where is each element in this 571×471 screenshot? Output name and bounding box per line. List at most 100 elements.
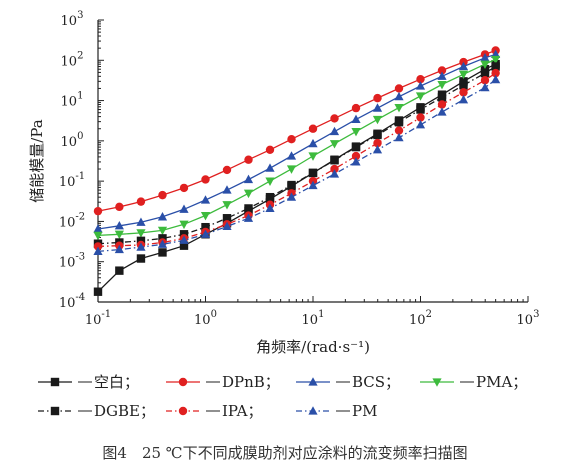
data-point xyxy=(480,53,490,62)
data-point xyxy=(437,107,447,116)
y-tick-label: 102 xyxy=(61,50,84,69)
data-point xyxy=(458,94,469,104)
series-7 xyxy=(93,74,501,256)
data-point xyxy=(93,287,103,296)
data-point xyxy=(372,103,383,112)
data-point xyxy=(394,132,404,142)
data-point xyxy=(373,138,382,148)
data-point xyxy=(373,93,382,103)
data-point xyxy=(372,144,383,154)
data-point xyxy=(114,244,124,254)
data-point xyxy=(200,195,211,204)
y-tick-label: 10-3 xyxy=(59,252,85,271)
data-point xyxy=(437,100,447,109)
legend-item: PM xyxy=(296,402,377,420)
legend-marker xyxy=(178,377,188,387)
data-point xyxy=(415,120,426,129)
data-point xyxy=(179,183,189,193)
data-point xyxy=(222,165,232,175)
data-point xyxy=(286,192,297,201)
data-point xyxy=(416,113,425,122)
data-point xyxy=(351,103,361,113)
x-tick-label: 100 xyxy=(194,309,217,328)
data-point xyxy=(114,220,124,230)
data-point xyxy=(265,203,275,213)
legend-label: DPnB； xyxy=(222,373,280,391)
data-point xyxy=(286,165,297,174)
data-point xyxy=(157,239,168,248)
data-point xyxy=(351,142,361,152)
data-point xyxy=(93,231,103,241)
data-point xyxy=(93,242,103,251)
data-point xyxy=(93,206,103,216)
legend-marker xyxy=(308,406,318,415)
data-point xyxy=(158,248,167,257)
legend-label: IPA； xyxy=(222,402,262,420)
data-point xyxy=(243,174,254,184)
data-point xyxy=(372,115,383,125)
series-3 xyxy=(93,49,501,233)
series-line xyxy=(97,49,496,212)
x-tick-label: 10-1 xyxy=(85,309,111,328)
data-point xyxy=(308,138,318,148)
legend-marker xyxy=(178,406,188,416)
data-point xyxy=(308,180,318,190)
y-tick-label: 103 xyxy=(61,10,84,29)
series-line xyxy=(97,65,496,245)
data-point xyxy=(200,211,211,221)
data-point xyxy=(416,74,425,84)
series-4 xyxy=(93,55,501,241)
data-point xyxy=(114,230,124,240)
data-point xyxy=(93,246,103,256)
data-point xyxy=(415,81,426,90)
data-point xyxy=(491,55,501,65)
legend-marker xyxy=(308,377,318,386)
y-tick-label: 100 xyxy=(61,131,84,150)
data-point xyxy=(330,164,339,174)
data-point xyxy=(222,214,232,223)
data-point xyxy=(480,68,490,78)
data-point xyxy=(115,202,124,212)
data-point xyxy=(308,168,318,178)
legend-label: PMA； xyxy=(476,373,527,391)
data-point xyxy=(201,222,210,232)
data-point xyxy=(394,126,404,135)
data-point xyxy=(437,93,447,102)
data-point xyxy=(115,266,124,275)
legend: 空白； DPnB； BCS； PMA； DGBE； IPA； PM xyxy=(38,373,527,420)
legend-item: IPA； xyxy=(166,402,262,420)
data-point xyxy=(351,157,361,166)
data-point xyxy=(136,217,146,226)
plot-axes: 10-1 100 101 102 103 10-4 10-3 10-2 10-1 100 101 10… xyxy=(59,10,540,328)
data-point xyxy=(244,204,253,213)
data-point xyxy=(222,221,232,231)
series-line xyxy=(97,72,496,248)
legend-label: 空白； xyxy=(94,373,139,391)
data-point xyxy=(373,130,382,140)
data-point xyxy=(491,68,500,78)
legend-marker xyxy=(50,406,60,416)
data-point xyxy=(179,235,189,244)
data-point xyxy=(222,201,232,210)
series-5 xyxy=(93,62,500,248)
legend-label: DGBE； xyxy=(94,402,155,420)
data-point xyxy=(308,124,318,133)
series-2 xyxy=(93,46,500,216)
data-point xyxy=(158,190,167,200)
x-tick-label: 102 xyxy=(409,309,432,328)
data-point xyxy=(491,74,501,84)
data-point xyxy=(222,185,232,194)
data-point xyxy=(351,127,361,137)
data-point xyxy=(351,151,361,161)
data-point xyxy=(459,88,468,97)
legend-item: DGBE； xyxy=(38,402,155,420)
y-tick-label: 10-1 xyxy=(59,171,85,190)
data-point xyxy=(394,118,404,127)
legend-item: 空白； xyxy=(38,373,139,391)
data-point xyxy=(243,189,254,199)
figure-caption: 图4 25 ℃下不同成膜助剂对应涂料的流变频率扫描图 xyxy=(102,444,467,462)
data-point xyxy=(330,114,339,123)
data-point xyxy=(437,71,447,80)
x-tick-label: 103 xyxy=(517,309,540,328)
series-line xyxy=(97,53,496,230)
